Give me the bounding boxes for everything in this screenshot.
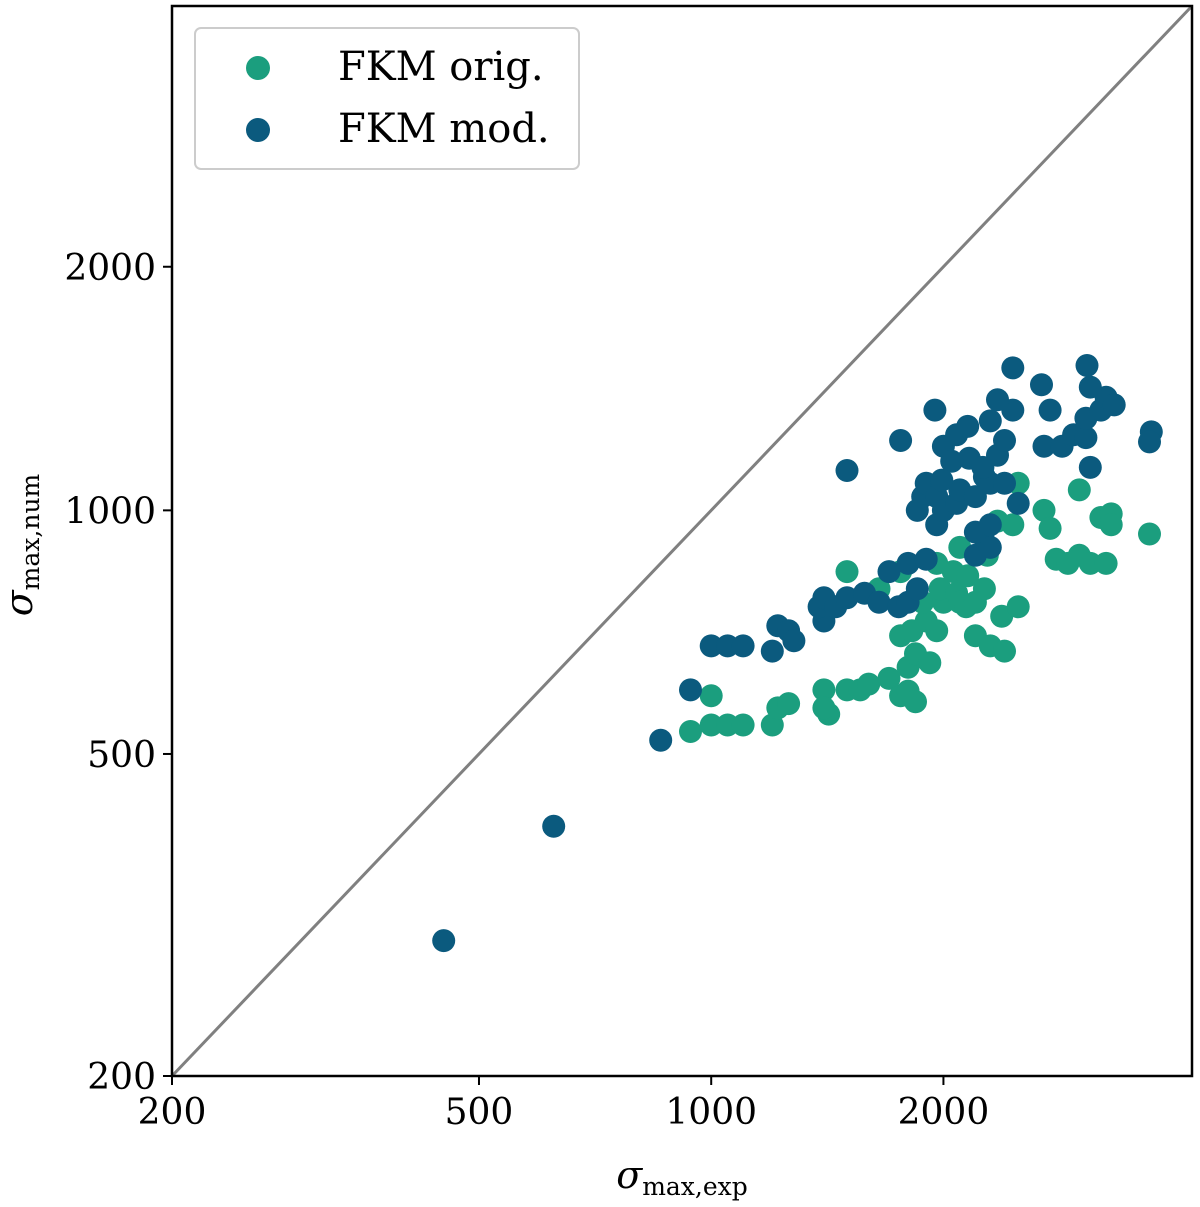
series-fkm-orig [679, 471, 1161, 743]
data-point [1067, 478, 1091, 502]
data-point [986, 388, 1009, 412]
y-axis-title: σmax,num [0, 473, 45, 616]
x-tick-label: 200 [138, 1092, 207, 1133]
data-point [904, 690, 927, 714]
data-point [731, 713, 755, 737]
identity-line [170, 4, 1194, 1078]
data-point [918, 651, 942, 675]
data-point [679, 678, 702, 702]
legend-box [194, 27, 580, 170]
data-point [1075, 354, 1099, 377]
data-point [1032, 434, 1056, 458]
legend: FKM orig. FKM mod. [194, 27, 580, 170]
x-tick-label: 1000 [665, 1092, 757, 1133]
data-point [835, 586, 859, 610]
data-point [905, 577, 929, 601]
data-point [972, 577, 996, 601]
data-point [877, 666, 901, 690]
data-point [914, 547, 938, 571]
data-point [978, 535, 1002, 559]
data-point [1099, 513, 1123, 537]
data-point [1006, 491, 1030, 515]
data-point [679, 720, 702, 743]
data-point [1038, 398, 1062, 422]
data-point [782, 629, 806, 653]
data-point [940, 449, 964, 473]
data-point [1102, 393, 1126, 417]
x-tick-label: 500 [445, 1092, 514, 1133]
data-point [1001, 356, 1025, 380]
x-tick-label: 2000 [898, 1092, 990, 1133]
data-point [857, 672, 881, 696]
data-point [1138, 430, 1161, 454]
x-axis-title-subscript: max,exp [642, 1172, 748, 1201]
data-point [956, 414, 980, 438]
data-point [956, 564, 980, 588]
data-point [835, 459, 859, 482]
data-point [760, 639, 784, 663]
data-point [1078, 455, 1102, 479]
points-layer [432, 354, 1163, 953]
data-point [731, 634, 755, 658]
data-point [649, 728, 673, 752]
data-point [925, 619, 949, 643]
data-point [993, 429, 1016, 452]
data-point [889, 429, 913, 452]
data-point [777, 692, 801, 716]
data-point [812, 678, 836, 702]
data-point [1078, 375, 1102, 399]
data-point [877, 560, 901, 584]
y-tick-label: 500 [87, 735, 156, 776]
data-point [978, 409, 1002, 433]
data-point [699, 713, 723, 737]
y-tick-label: 2000 [64, 248, 156, 289]
data-point [699, 634, 723, 658]
legend-marker-fkm-orig [246, 56, 270, 80]
x-axis-title: σmax,exp [616, 1153, 748, 1201]
y-tick-label: 1000 [64, 491, 156, 532]
legend-label-fkm-orig: FKM orig. [338, 44, 544, 90]
data-point [1094, 551, 1118, 575]
data-point [1030, 373, 1053, 397]
plot-area-frame [170, 4, 1194, 1078]
data-point [896, 551, 920, 575]
data-point [835, 560, 859, 584]
data-point [867, 590, 891, 614]
data-point [1038, 516, 1062, 540]
data-point [699, 684, 723, 708]
x-axis-title-symbol: σ [616, 1153, 643, 1197]
series-fkm-mod [432, 354, 1163, 953]
legend-marker-fkm-mod [246, 118, 270, 142]
data-point [930, 468, 954, 492]
y-axis-title-symbol: σ [0, 589, 41, 616]
data-point [1074, 426, 1098, 450]
data-point [1138, 522, 1161, 546]
identity-line-layer [170, 4, 1194, 1078]
data-point [812, 696, 836, 720]
data-point [993, 471, 1016, 495]
data-point [993, 639, 1016, 663]
data-point [1078, 551, 1102, 575]
data-point [978, 513, 1002, 537]
data-point [1032, 498, 1056, 522]
data-point [542, 814, 566, 838]
y-axis-title-subscript: max,num [16, 473, 45, 590]
data-point [1001, 513, 1025, 537]
data-point [923, 398, 947, 422]
legend-label-fkm-mod: FKM mod. [338, 106, 550, 152]
y-tick-label: 200 [87, 1057, 156, 1098]
data-point [432, 929, 456, 953]
data-point [1006, 595, 1030, 619]
data-point [963, 485, 987, 509]
ticks-layer: 200 500 1000 2000 200 500 1000 2000 [64, 248, 989, 1133]
